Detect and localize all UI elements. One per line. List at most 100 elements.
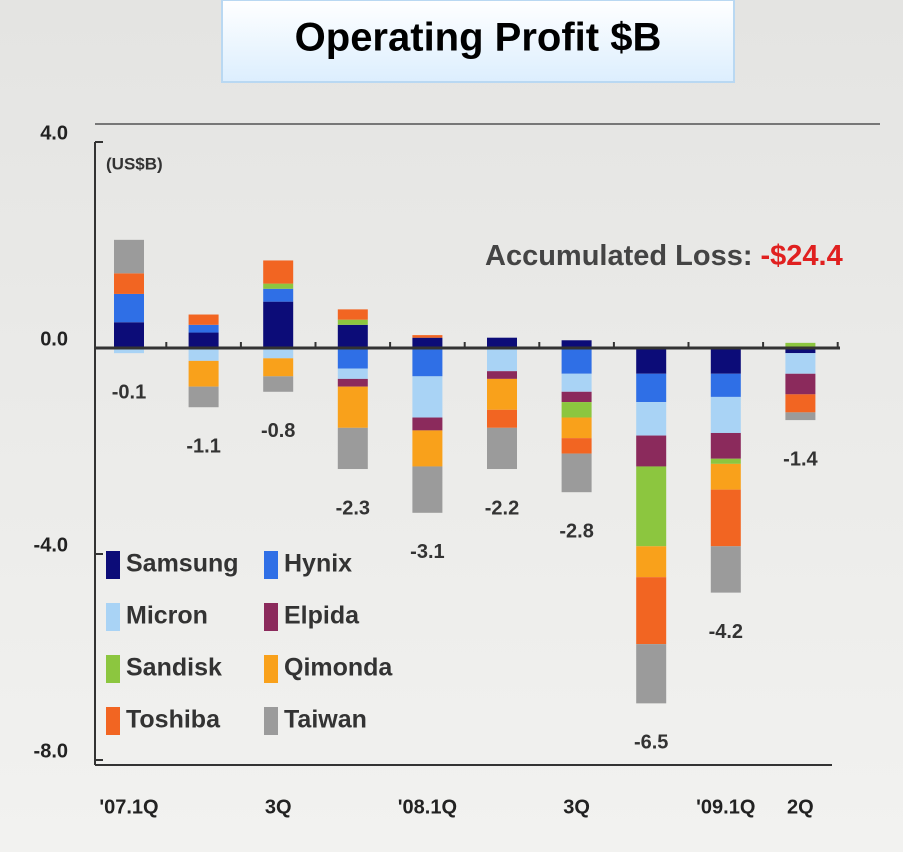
bar-segment — [561, 438, 592, 454]
bar-segment — [263, 260, 294, 284]
bar-segment — [188, 348, 219, 361]
bar-segment — [785, 412, 816, 421]
legend-swatch — [106, 551, 120, 579]
x-tick-label: '08.1Q — [398, 796, 457, 818]
bar-segment — [561, 417, 592, 439]
y-tick-label: -8.0 — [34, 740, 68, 762]
legend-label: Qimonda — [284, 654, 393, 682]
total-label: -1.4 — [783, 448, 818, 470]
total-label: -2.3 — [336, 497, 370, 519]
chart-title: Operating Profit $B — [295, 16, 662, 60]
bar-segment — [636, 402, 667, 436]
total-label: -3.1 — [410, 541, 444, 563]
bar-segment — [263, 288, 294, 302]
bar-segment — [114, 293, 144, 323]
bar-segment — [487, 371, 517, 379]
bar-segment — [710, 458, 741, 464]
legend-swatch — [264, 707, 278, 735]
bar-segment — [636, 577, 667, 645]
bar-segment — [710, 396, 741, 433]
bar-segment — [487, 378, 517, 410]
bar-segment — [785, 342, 816, 348]
total-label: -6.5 — [634, 732, 668, 754]
bar-segment — [337, 319, 368, 325]
x-tick-label: 2Q — [787, 796, 814, 818]
bar-segment — [710, 348, 741, 374]
legend-label: Micron — [126, 602, 208, 630]
bar-segment — [636, 435, 667, 467]
bar-segment — [412, 430, 443, 467]
total-label: -0.1 — [112, 381, 146, 403]
bar-segment — [785, 394, 816, 413]
bar-segment — [710, 463, 741, 490]
x-tick-label: 3Q — [563, 796, 590, 818]
bar-segment — [710, 546, 741, 593]
bar-segment — [337, 309, 368, 320]
bar-segment — [337, 324, 368, 348]
bar-segment — [188, 360, 219, 387]
bar-segment — [785, 353, 816, 374]
bar-segment — [114, 273, 144, 294]
title-box — [221, 0, 735, 83]
legend-swatch — [264, 655, 278, 683]
bar-segment — [188, 324, 219, 333]
bar-segment — [337, 386, 368, 428]
bar-segment — [710, 373, 741, 397]
bar-segment — [561, 453, 592, 493]
bar-segment — [636, 373, 667, 403]
legend-label: Sandisk — [126, 654, 222, 682]
bar-segment — [487, 337, 517, 348]
bar-segment — [337, 378, 368, 387]
y-tick-label: 4.0 — [40, 122, 68, 144]
bar-segment — [188, 332, 219, 348]
y-tick-label: -4.0 — [34, 534, 68, 556]
bar-segment — [114, 239, 144, 274]
bar-segment — [487, 348, 517, 372]
total-label: -1.1 — [186, 436, 220, 458]
bar-segment — [337, 368, 368, 379]
annotation-value: -$24.4 — [761, 240, 843, 272]
bar-segment — [412, 348, 443, 377]
bar-segment — [188, 314, 219, 325]
legend-swatch — [264, 551, 278, 579]
bar-segment — [337, 427, 368, 470]
x-tick-label: 3Q — [265, 796, 292, 818]
bar-segment — [561, 340, 592, 348]
bar-segment — [636, 546, 667, 578]
bar-segment — [263, 283, 294, 289]
bar-segment — [263, 348, 294, 359]
bar-segment — [114, 348, 144, 354]
y-tick-label: 0.0 — [40, 328, 68, 350]
bar-segment — [412, 376, 443, 418]
bar-segment — [263, 376, 294, 392]
bar-segment — [785, 373, 816, 395]
bar-segment — [561, 391, 592, 403]
legend-label: Toshiba — [126, 706, 221, 734]
bar-segment — [263, 301, 294, 348]
bar-segment — [561, 402, 592, 418]
bar-segment — [561, 373, 592, 392]
bar-segment — [710, 489, 741, 547]
bar-segment — [487, 409, 517, 428]
legend-swatch — [106, 707, 120, 735]
legend-swatch — [106, 603, 120, 631]
unit-label: (US$B) — [106, 154, 163, 173]
legend-label: Hynix — [284, 550, 352, 578]
bar-segment — [710, 432, 741, 459]
annotation: Accumulated Loss: -$24.4 — [485, 240, 843, 272]
bar-segment — [114, 322, 144, 348]
bar-segment — [412, 417, 443, 431]
legend-label: Samsung — [126, 550, 239, 578]
total-label: -2.8 — [559, 520, 593, 542]
total-label: -0.8 — [261, 420, 295, 442]
bar-segment — [412, 466, 443, 513]
annotation-label: Accumulated Loss: — [485, 240, 753, 272]
bar-segment — [561, 348, 592, 374]
bar-segment — [188, 386, 219, 408]
x-tick-label: '09.1Q — [696, 796, 755, 818]
bar-segment — [636, 466, 667, 547]
legend-swatch — [264, 603, 278, 631]
